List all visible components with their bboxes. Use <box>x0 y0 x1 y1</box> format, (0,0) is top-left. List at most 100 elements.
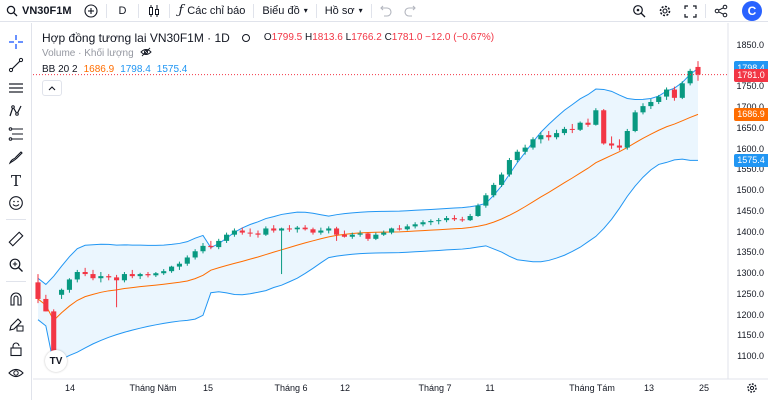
legend-title: Hợp đồng tương lai VN30F1M · 1D <box>42 31 230 45</box>
text-icon: T <box>10 172 21 190</box>
time-label: 12 <box>339 383 351 393</box>
candle-body <box>420 222 426 225</box>
candle-body <box>499 174 505 185</box>
zoom-tool[interactable] <box>6 256 26 276</box>
text-tool[interactable]: T <box>6 171 26 191</box>
candle-body <box>396 228 402 230</box>
lock-drawings-tool[interactable] <box>6 315 26 335</box>
magnet-tool[interactable] <box>6 290 26 310</box>
emoji-tool[interactable] <box>6 194 26 214</box>
share-button[interactable] <box>708 0 734 22</box>
candle-body <box>428 220 434 223</box>
open-value: 1799.5 <box>271 32 303 43</box>
candle-body <box>82 271 88 275</box>
candle-body <box>506 160 512 175</box>
toolbar-divider <box>105 3 107 18</box>
candle-body <box>373 234 379 239</box>
quick-search-button[interactable] <box>626 0 652 22</box>
collapse-legend-button[interactable] <box>42 80 62 96</box>
pattern-tool[interactable] <box>6 102 26 122</box>
symbol-search-button[interactable]: VN30F1M <box>0 0 78 22</box>
indicators-label: Các chỉ báo <box>187 4 246 17</box>
candle-body <box>561 128 567 134</box>
fib-tool[interactable] <box>6 125 26 145</box>
magnify-icon <box>632 4 646 18</box>
tradingview-logo[interactable]: TV <box>45 350 67 372</box>
pencil-lock-icon <box>8 316 24 335</box>
bollinger-upper-line <box>37 67 699 286</box>
indicators-button[interactable]: ƒ Các chỉ báo <box>172 0 251 22</box>
candle-body <box>326 228 332 231</box>
settings-button[interactable] <box>652 0 678 22</box>
chart-style-button[interactable] <box>141 0 167 22</box>
candle-body <box>51 311 57 351</box>
time-label: 14 <box>64 383 76 393</box>
candle-body <box>35 282 41 299</box>
candle-body <box>192 251 198 258</box>
price-chart[interactable] <box>33 23 768 400</box>
bb-basis-price-tag: 1686.9 <box>734 107 768 121</box>
eye-off-icon[interactable] <box>140 46 152 62</box>
trendline-tool[interactable] <box>6 56 26 76</box>
lock-tool[interactable] <box>6 340 26 360</box>
undo-icon <box>379 5 392 17</box>
brand-logo[interactable]: C <box>742 1 762 21</box>
legend-main-row: Hợp đồng tương lai VN30F1M · 1D O1799.5 … <box>42 30 494 46</box>
eye-icon <box>8 365 24 384</box>
candle-body <box>302 227 308 230</box>
search-icon <box>6 5 18 17</box>
gear-icon <box>746 383 758 397</box>
candle-body <box>318 230 324 233</box>
candle-body <box>609 143 615 146</box>
crosshair-tool[interactable] <box>6 33 26 53</box>
candle-body <box>161 271 167 274</box>
toolbar-divider <box>253 3 255 18</box>
bb-lower-value: 1575.4 <box>156 64 188 75</box>
candle-body <box>224 234 230 241</box>
candle-body <box>90 274 96 279</box>
legend-volume-row[interactable]: Volume · Khối lượng <box>42 46 494 62</box>
profile-menu[interactable]: Hồ sơ ▾ <box>319 0 369 22</box>
interval-button[interactable]: D <box>109 0 137 22</box>
candle-body <box>451 218 457 220</box>
candle-body <box>546 135 552 138</box>
candle-body <box>121 274 127 281</box>
candle-body <box>169 266 175 272</box>
candle-body <box>695 66 701 75</box>
candle-body <box>145 274 151 276</box>
toolbar-right-group: C <box>626 0 768 22</box>
emoji-icon <box>8 195 24 214</box>
price-tick-label: 1250.0 <box>736 288 764 299</box>
candle-body <box>184 257 190 264</box>
candle-body <box>514 151 520 161</box>
legend-bb-row[interactable]: BB 20 2 1686.9 1798.4 1575.4 <box>42 62 494 78</box>
crosshair-icon <box>8 34 24 53</box>
candle-body <box>129 274 135 277</box>
brush-tool[interactable] <box>6 148 26 168</box>
share-icon <box>714 4 728 18</box>
candle-body <box>310 229 316 233</box>
price-tick-label: 1400.0 <box>736 226 764 237</box>
chart-type-menu[interactable]: Biểu đồ ▾ <box>256 0 313 22</box>
tool-divider <box>6 281 26 282</box>
visibility-tool[interactable] <box>6 364 26 384</box>
bollinger-lower-line <box>37 158 699 366</box>
ruler-tool[interactable] <box>6 230 26 250</box>
fullscreen-button[interactable] <box>678 0 703 22</box>
horizontal-lines-tool[interactable] <box>6 79 26 99</box>
candle-body <box>137 274 143 277</box>
redo-button[interactable] <box>398 0 422 22</box>
candle-body <box>648 101 654 107</box>
price-tick-label: 1100.0 <box>737 351 764 361</box>
undo-button[interactable] <box>374 0 398 22</box>
candle-body <box>459 219 465 221</box>
bb-upper-value: 1798.4 <box>120 64 151 75</box>
scale-settings-button[interactable] <box>746 382 758 397</box>
price-tick-label: 1850.0 <box>736 40 764 50</box>
compare-button[interactable] <box>78 0 104 22</box>
candle-body <box>200 245 206 252</box>
brush-icon <box>8 149 24 168</box>
chart-pane[interactable]: 1850.0 1750.0 1700.0 1650.0 1600.0 1550.0 1500… <box>33 23 768 400</box>
candle-body <box>569 128 575 130</box>
candle-body <box>412 224 418 227</box>
